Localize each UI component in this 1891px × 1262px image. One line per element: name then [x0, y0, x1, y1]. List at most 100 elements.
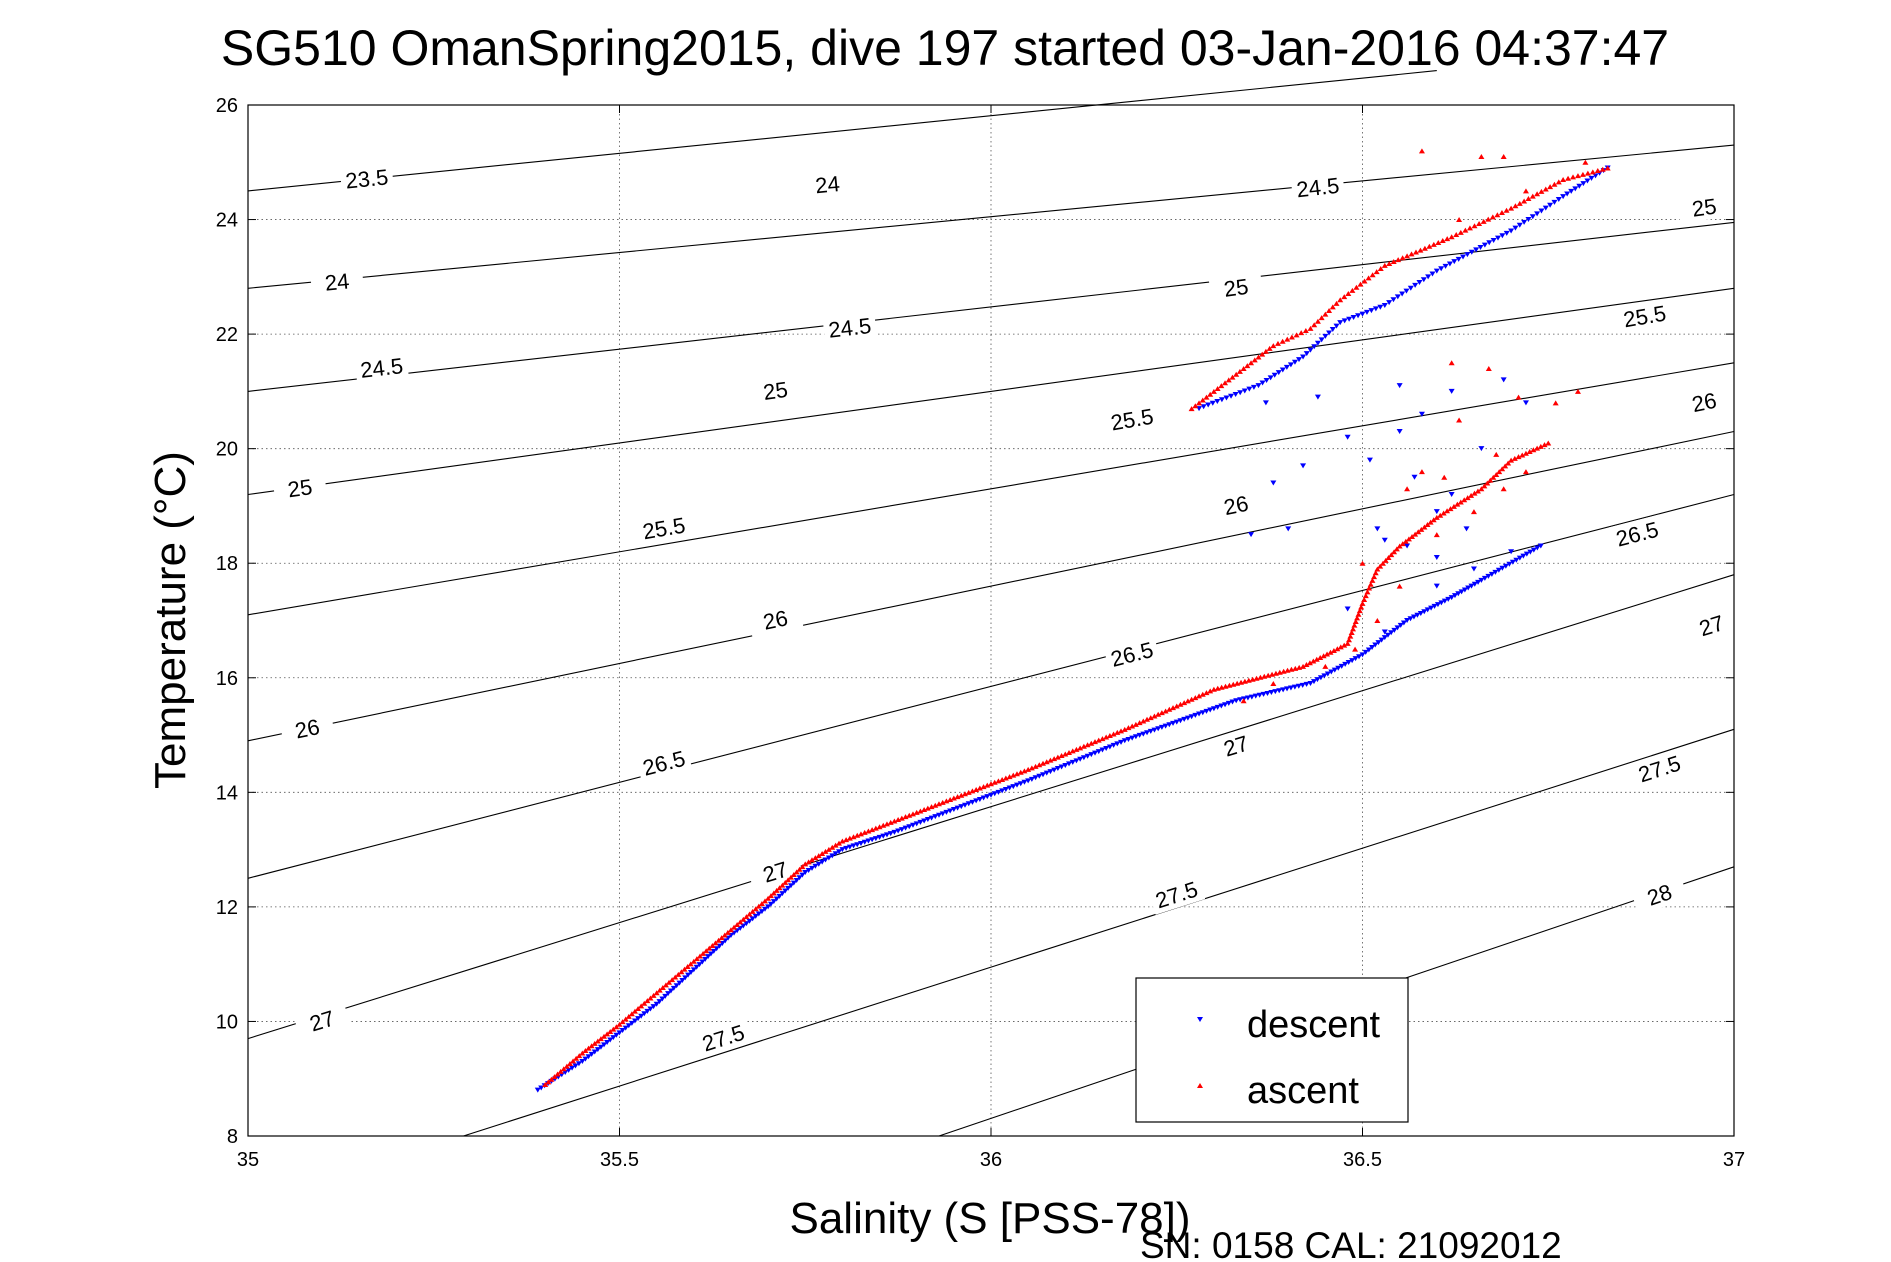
legend: descent ascent: [1135, 977, 1409, 1123]
descent-point: [1170, 720, 1177, 726]
ascent-point: [1522, 469, 1529, 475]
descent-point: [1223, 395, 1230, 401]
descent-point: [628, 1020, 635, 1026]
ascent-point: [1377, 266, 1384, 272]
descent-point: [1196, 711, 1203, 717]
descent-point: [679, 977, 686, 983]
ascent-point: [712, 940, 719, 946]
ascent-point: [1210, 388, 1217, 394]
descent-point: [1420, 277, 1427, 283]
descent-point: [825, 855, 832, 861]
ascent-point: [1054, 754, 1061, 760]
descent-point: [767, 901, 774, 907]
ascent-point: [1462, 227, 1469, 233]
descent-point: [1047, 769, 1054, 775]
ascent-point: [681, 966, 688, 972]
ascent-point: [1327, 649, 1334, 655]
ascent-point: [1203, 394, 1210, 400]
ascent-point: [597, 1036, 604, 1042]
descent-point: [1275, 370, 1282, 376]
descent-point: [1129, 735, 1136, 741]
descent-point: [1166, 722, 1173, 728]
descent-point: [924, 817, 931, 823]
contour-label-bg: [1208, 270, 1264, 304]
descent-point: [534, 1087, 541, 1093]
ascent-point: [1014, 771, 1021, 777]
ascent-point: [1555, 179, 1562, 185]
descent-point: [965, 801, 972, 807]
legend-ascent-marker: [1197, 1083, 1203, 1088]
ascent-point: [622, 1016, 629, 1022]
ascent-point: [1356, 608, 1363, 614]
ascent-point: [1484, 480, 1491, 486]
ascent-point: [1426, 243, 1433, 249]
descent-point: [876, 834, 883, 840]
descent-point: [1036, 773, 1043, 779]
descent-point: [575, 1061, 582, 1067]
ascent-point: [560, 1066, 567, 1072]
descent-point: [622, 1025, 629, 1031]
descent-point: [1110, 742, 1117, 748]
ascent-point: [779, 882, 786, 888]
ascent-point: [1025, 766, 1032, 772]
descent-point: [1494, 235, 1501, 241]
ascent-point: [785, 877, 792, 883]
ascent-point: [1352, 619, 1359, 625]
density-contour-25-5: [247, 362, 1735, 616]
ascent-point: [1173, 703, 1180, 709]
ascent-point: [895, 817, 902, 823]
ascent-point: [548, 1076, 555, 1082]
ascent-point: [1474, 488, 1481, 494]
descent-point: [1321, 673, 1328, 679]
ascent-point: [737, 919, 744, 925]
ascent-point: [755, 903, 762, 909]
ascent-point: [1396, 583, 1403, 589]
ascent-point: [1311, 322, 1318, 328]
descent-point: [1431, 603, 1438, 609]
descent-point: [1404, 618, 1411, 623]
ascent-point: [906, 812, 913, 818]
descent-point: [743, 921, 750, 927]
ascent-point: [796, 866, 803, 872]
descent-point: [1465, 585, 1472, 591]
descent-point: [1369, 645, 1376, 651]
ascent-point: [678, 969, 685, 975]
descent-point: [1481, 242, 1488, 248]
descent-point: [770, 899, 777, 905]
ascent-point: [566, 1060, 573, 1066]
contour-label: 23.5: [344, 164, 389, 193]
ascent-point: [1270, 681, 1277, 687]
descent-point: [913, 821, 920, 827]
ascent-point: [812, 855, 819, 861]
ascent-point: [1417, 247, 1424, 253]
ascent-point: [1430, 517, 1437, 523]
ascent-point: [1347, 633, 1354, 639]
descent-point: [1375, 640, 1382, 646]
ascent-point: [1519, 452, 1526, 458]
descent-point: [1002, 786, 1009, 792]
descent-point: [1346, 316, 1353, 322]
ascent-point: [672, 974, 679, 980]
ascent-point: [950, 795, 957, 801]
ascent-point: [815, 853, 822, 859]
ascent-point: [1503, 207, 1510, 213]
descent-point: [1043, 770, 1050, 776]
descent-point: [1396, 383, 1403, 389]
descent-point: [773, 896, 780, 902]
descent-point: [1114, 741, 1121, 747]
ascent-point: [579, 1050, 586, 1056]
descent-point: [1287, 685, 1294, 691]
descent-point: [1341, 318, 1348, 324]
ascent-point: [770, 890, 777, 896]
descent-point: [1381, 302, 1388, 308]
ascent-point: [1188, 696, 1195, 702]
descent-point: [809, 865, 816, 871]
ascent-point: [724, 929, 731, 935]
descent-point: [1399, 291, 1406, 297]
ascent-point: [898, 815, 905, 821]
ascent-point: [790, 872, 797, 878]
descent-point: [1233, 698, 1240, 704]
ascent-point: [805, 859, 812, 865]
ascent-point: [1478, 486, 1485, 492]
ascent-point: [1284, 336, 1291, 342]
